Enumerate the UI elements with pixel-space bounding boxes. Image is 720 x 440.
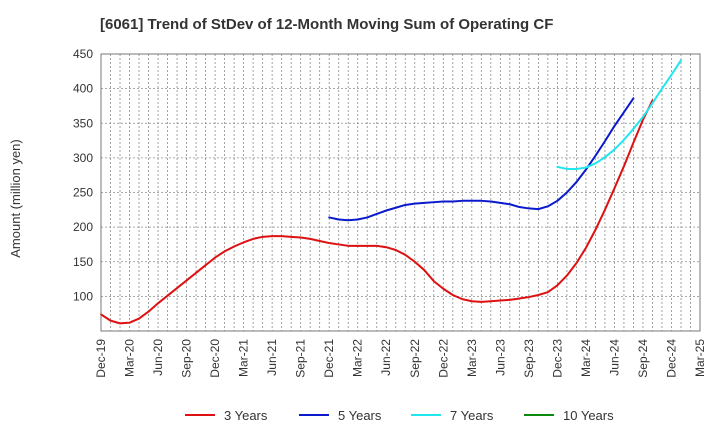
plot-frame	[100, 53, 701, 332]
x-tick-label: Dec-21	[322, 339, 336, 378]
x-tick-label: Jun-21	[265, 339, 279, 376]
y-tick-label: 300	[73, 151, 93, 165]
x-tick-label: Mar-22	[351, 339, 365, 377]
y-tick-label: 350	[73, 116, 93, 130]
x-tick-label: Dec-20	[208, 339, 222, 378]
x-tick-label: Dec-22	[436, 339, 450, 378]
x-tick-label: Mar-23	[465, 339, 479, 377]
x-tick-label: Dec-23	[550, 339, 564, 378]
x-tick-label: Mar-24	[579, 339, 593, 377]
y-tick-label: 150	[73, 255, 93, 269]
legend-label-7-years: 7 Years	[450, 408, 494, 423]
y-axis: 100 150 200 250 300 350 400 450	[73, 47, 93, 303]
x-tick-label: Mar-21	[237, 339, 251, 377]
x-tick-label: Jun-22	[379, 339, 393, 376]
x-tick-label: Jun-23	[493, 339, 507, 376]
x-tick-label: Sep-23	[522, 339, 536, 378]
x-tick-label: Sep-21	[294, 339, 308, 378]
x-tick-label: Sep-22	[408, 339, 422, 378]
legend: 3 Years 5 Years 7 Years 10 Years	[185, 408, 614, 423]
y-tick-label: 250	[73, 186, 93, 200]
x-tick-label: Jun-24	[607, 339, 621, 376]
x-tick-label: Mar-20	[123, 339, 137, 377]
x-tick-label: Dec-24	[664, 339, 678, 378]
y-tick-label: 100	[73, 289, 93, 303]
x-tick-label: Dec-19	[94, 339, 108, 378]
x-tick-label: Sep-24	[636, 339, 650, 378]
legend-label-3-years: 3 Years	[224, 408, 268, 423]
grid	[101, 54, 700, 331]
x-tick-label: Mar-25	[693, 339, 707, 377]
legend-label-10-years: 10 Years	[563, 408, 614, 423]
series-line-3-years	[100, 99, 654, 325]
series-line-5-years	[328, 97, 635, 222]
x-axis: Dec-19 Mar-20 Jun-20 Sep-20 Dec-20 Mar-21 Jun-…	[94, 339, 707, 378]
y-tick-label: 450	[73, 47, 93, 61]
y-tick-label: 200	[73, 220, 93, 234]
y-tick-label: 400	[73, 82, 93, 96]
chart-title: [6061] Trend of StDev of 12-Month Moving…	[100, 16, 553, 33]
legend-label-5-years: 5 Years	[338, 408, 382, 423]
x-tick-label: Jun-20	[151, 339, 165, 376]
plot-area	[100, 59, 682, 325]
series-line-7-years	[556, 59, 682, 170]
x-tick-label: Sep-20	[180, 339, 194, 378]
y-axis-label: Amount (million yen)	[8, 139, 23, 258]
